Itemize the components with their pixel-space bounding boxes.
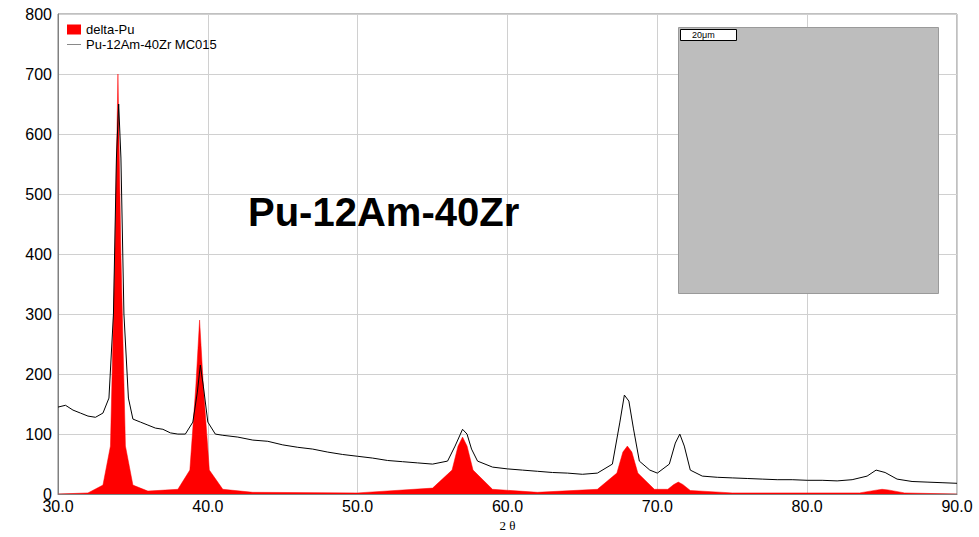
svg-text:700: 700	[25, 66, 52, 83]
svg-text:90.0: 90.0	[941, 498, 972, 515]
svg-text:300: 300	[25, 306, 52, 323]
svg-text:80.0: 80.0	[792, 498, 823, 515]
svg-text:60.0: 60.0	[492, 498, 523, 515]
svg-text:20μm: 20μm	[692, 30, 715, 40]
svg-text:Pu-12Am-40Zr: Pu-12Am-40Zr	[248, 190, 519, 234]
svg-text:500: 500	[25, 186, 52, 203]
svg-text:800: 800	[25, 6, 52, 23]
svg-text:400: 400	[25, 246, 52, 263]
svg-text:600: 600	[25, 126, 52, 143]
svg-text:200: 200	[25, 366, 52, 383]
svg-text:40.0: 40.0	[192, 498, 223, 515]
svg-text:70.0: 70.0	[642, 498, 673, 515]
svg-text:delta-Pu: delta-Pu	[86, 22, 134, 37]
svg-text:2 θ: 2 θ	[500, 518, 516, 533]
svg-text:0: 0	[43, 485, 52, 503]
svg-text:Pu-12Am-40Zr MC015: Pu-12Am-40Zr MC015	[86, 37, 217, 52]
svg-text:50.0: 50.0	[342, 498, 373, 515]
svg-text:30.0: 30.0	[42, 498, 73, 515]
svg-text:100: 100	[25, 426, 52, 443]
